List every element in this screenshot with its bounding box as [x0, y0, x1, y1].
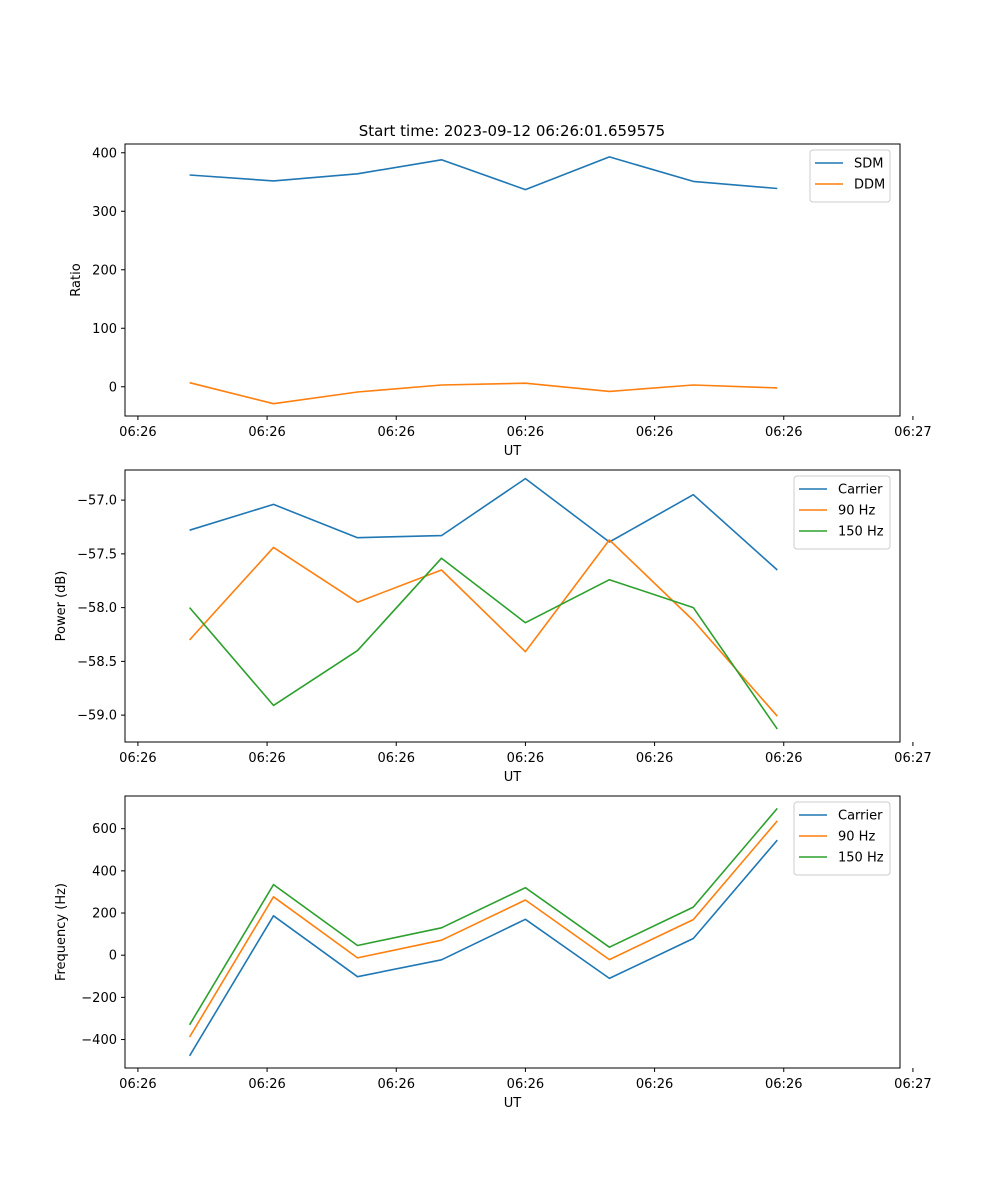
y-axis-label: Frequency (Hz)	[54, 883, 69, 981]
y-tick-label: 200	[92, 907, 117, 922]
y-tick-label: −59.0	[77, 709, 117, 724]
legend: Carrier 90 Hz 150 Hz	[793, 801, 891, 876]
legend-entry: 150 Hz	[838, 851, 884, 866]
legend-entry: 90 Hz	[838, 504, 875, 519]
axes-frame	[124, 795, 901, 1069]
x-axis-label: UT	[504, 444, 522, 459]
axes-frame	[124, 143, 901, 417]
y-tick-label: −200	[81, 991, 117, 1006]
x-tick-label: 06:27	[894, 425, 931, 440]
x-tick-label: 06:26	[636, 1077, 673, 1092]
legend-entry: 90 Hz	[838, 830, 875, 845]
x-axis-label: UT	[504, 1096, 522, 1111]
figure-title: Start time: 2023-09-12 06:26:01.659575	[359, 122, 665, 140]
y-tick-label: 600	[92, 822, 117, 837]
x-tick-label: 06:26	[378, 425, 415, 440]
x-tick-label: 06:26	[507, 1077, 544, 1092]
y-tick-label: −57.5	[77, 547, 117, 562]
y-tick-label: −58.5	[77, 655, 117, 670]
x-tick-label: 06:26	[765, 751, 802, 766]
x-tick-label: 06:26	[507, 425, 544, 440]
series-line-90-hz	[188, 820, 778, 1038]
legend: SDM DDM	[809, 149, 891, 203]
x-tick-label: 06:26	[248, 425, 285, 440]
x-tick-label: 06:26	[636, 751, 673, 766]
y-tick-label: 0	[109, 949, 117, 964]
panel-2: 06:26 06:26 06:26 06:26 06:26 06:26 06:27 −59.0…	[54, 469, 932, 785]
legend-entry: Carrier	[838, 809, 883, 824]
y-tick-label: −58.0	[77, 601, 117, 616]
x-tick-label: 06:26	[248, 751, 285, 766]
x-tick-label: 06:26	[765, 1077, 802, 1092]
axes-frame	[124, 469, 901, 743]
series-line-sdm	[189, 156, 778, 191]
x-tick-label: 06:26	[248, 1077, 285, 1092]
panel-3: 06:26 06:26 06:26 06:26 06:26 06:26 06:27 −400 −…	[54, 795, 932, 1111]
legend-entry: 150 Hz	[838, 525, 884, 540]
legend-entry: SDM	[854, 157, 883, 172]
x-tick-label: 06:26	[636, 425, 673, 440]
x-tick-label: 06:27	[894, 751, 931, 766]
series-line-150-hz	[188, 557, 778, 730]
series-line-150-hz	[188, 807, 778, 1026]
x-tick-label: 06:26	[119, 751, 156, 766]
y-tick-label: −400	[81, 1033, 117, 1048]
series-line-carrier	[189, 477, 778, 571]
x-tick-label: 06:26	[378, 1077, 415, 1092]
panel-1: 06:26 06:26 06:26 06:26 06:26 06:26 06:27 0 100 2…	[69, 143, 932, 459]
y-tick-label: 400	[92, 146, 117, 161]
y-axis-label: Power (dB)	[54, 571, 69, 642]
y-tick-label: 300	[92, 205, 117, 220]
legend-entry: Carrier	[838, 483, 883, 498]
x-axis-label: UT	[504, 770, 522, 785]
x-tick-label: 06:26	[765, 425, 802, 440]
legend-entry: DDM	[854, 178, 885, 193]
x-tick-label: 06:26	[119, 1077, 156, 1092]
y-tick-label: 0	[109, 380, 117, 395]
y-tick-label: −57.0	[77, 494, 117, 509]
series-line-90-hz	[189, 539, 778, 717]
y-tick-label: 100	[92, 322, 117, 337]
x-tick-label: 06:26	[119, 425, 156, 440]
legend: Carrier 90 Hz 150 Hz	[793, 475, 891, 550]
x-tick-label: 06:27	[894, 1077, 931, 1092]
series-line-ddm	[189, 381, 778, 405]
panels: 06:26 06:26 06:26 06:26 06:26 06:26 06:27 0 100 2…	[54, 143, 932, 1111]
y-tick-label: 400	[92, 864, 117, 879]
y-tick-label: 200	[92, 263, 117, 278]
x-tick-label: 06:26	[507, 751, 544, 766]
x-tick-label: 06:26	[378, 751, 415, 766]
y-axis-label: Ratio	[69, 263, 84, 296]
series-line-carrier	[188, 839, 778, 1057]
